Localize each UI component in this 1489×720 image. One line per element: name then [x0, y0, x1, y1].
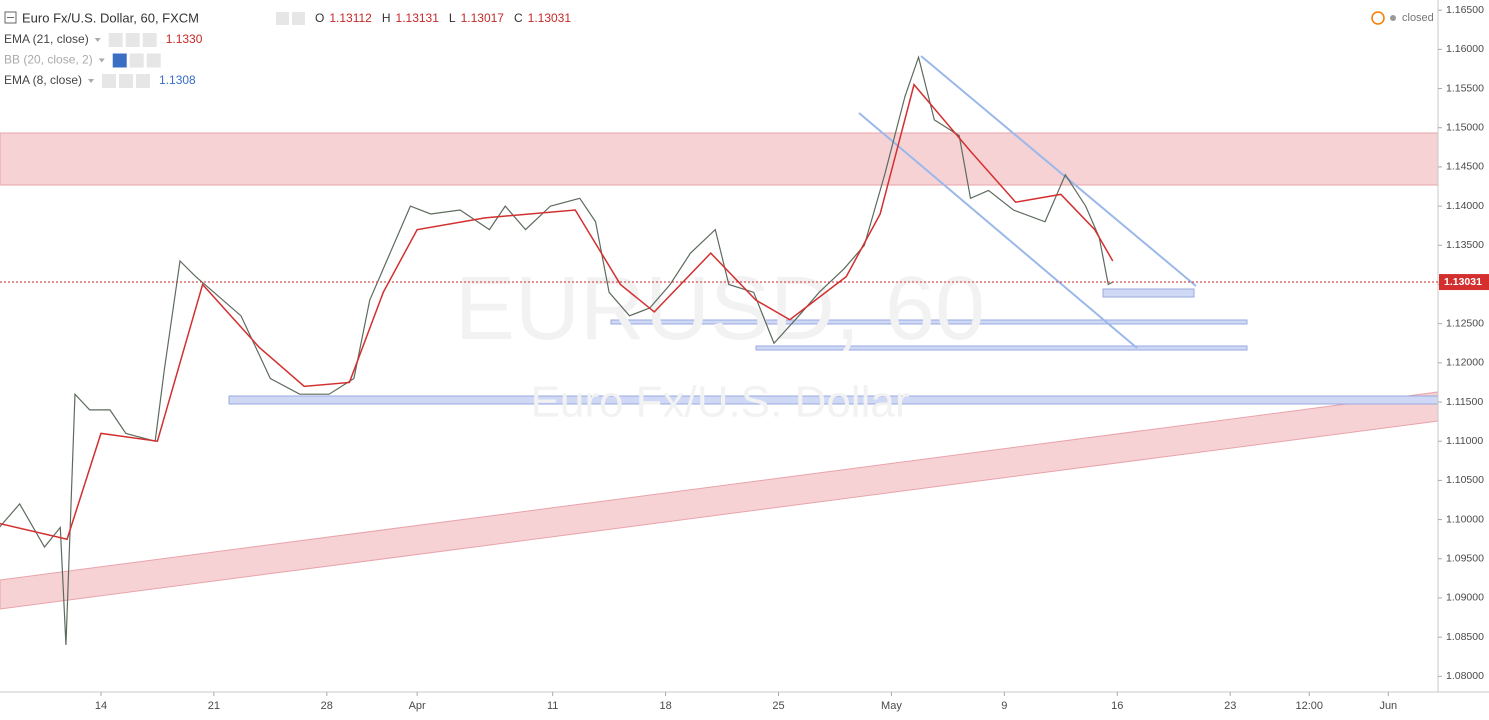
support-level: [610, 319, 1248, 325]
y-tick-label: 1.09500: [1446, 553, 1484, 565]
x-tick-label: Jun: [1379, 700, 1397, 712]
watermark: EURUSD, 60 Euro Fx/U.S. Dollar: [455, 259, 985, 427]
y-tick-label: 1.10500: [1446, 474, 1484, 486]
y-tick-label: 1.10000: [1446, 513, 1484, 525]
y-tick-label: 1.12500: [1446, 317, 1484, 329]
y-tick-label: 1.14000: [1446, 200, 1484, 212]
x-tick-label: 18: [659, 700, 671, 712]
dropdown-arrow[interactable]: [88, 79, 95, 83]
resistance-zone: [0, 132, 1439, 186]
ohlc-value: 1.13017: [461, 11, 505, 25]
indicator-value: 1.1330: [166, 32, 203, 46]
x-tick-label: Apr: [409, 700, 426, 712]
x-tick-label: 28: [321, 700, 333, 712]
y-tick-label: 1.08000: [1446, 670, 1484, 682]
indicator-icon[interactable]: [102, 74, 117, 88]
series-line: [0, 55, 1114, 646]
y-tick-label: 1.11000: [1446, 435, 1483, 447]
x-tick-label: 12:00: [1295, 700, 1323, 712]
indicator-value: 1.1308: [159, 73, 196, 87]
ohlc-value: 1.13131: [396, 11, 440, 25]
y-tick-label: 1.12000: [1446, 357, 1484, 369]
header: Euro Fx/U.S. Dollar, 60, FXCM O 1.13112 H 1…: [4, 10, 1434, 88]
ohlc-key: H: [382, 11, 391, 25]
support-level: [1102, 288, 1195, 298]
indicator-name[interactable]: EMA (8, close): [4, 73, 82, 87]
ohlc: O 1.13112 H 1.13131 L 1.13017 C 1.13031: [315, 11, 571, 25]
drawings: [0, 55, 1439, 610]
dropdown-arrow[interactable]: [98, 58, 105, 63]
watermark-symbol: EURUSD, 60: [455, 259, 985, 359]
status: closed: [1402, 12, 1434, 24]
settings-icon[interactable]: [292, 12, 305, 25]
status-dot: [1390, 15, 1396, 21]
ohlc-key: O: [315, 11, 324, 25]
plot: [0, 55, 1114, 646]
y-tick-label: 1.09000: [1446, 592, 1484, 604]
ohlc-key: C: [514, 11, 523, 25]
y-tick-label: 1.13500: [1446, 239, 1484, 251]
indicator-icon[interactable]: [119, 74, 134, 88]
channel-line: [858, 112, 1138, 349]
y-tick-label: 1.16000: [1446, 43, 1484, 55]
watermark-name: Euro Fx/U.S. Dollar: [531, 378, 910, 427]
x-tick-label: 23: [1224, 700, 1236, 712]
y-tick-label: 1.15500: [1446, 82, 1484, 94]
indicator-icon[interactable]: [108, 33, 123, 47]
last-price-label: 1.13031: [1444, 276, 1482, 288]
status-icon[interactable]: [1371, 11, 1385, 25]
ohlc-value: 1.13031: [528, 11, 572, 25]
x-tick-label: 11: [547, 700, 558, 712]
channel-line: [920, 55, 1197, 287]
indicators: EMA (21, close) 1.1330 BB (20, close, 2) EM…: [4, 32, 203, 88]
x-tick-label: 21: [208, 700, 220, 712]
chart-title[interactable]: Euro Fx/U.S. Dollar, 60, FXCM: [22, 10, 199, 25]
y-tick-label: 1.08500: [1446, 631, 1484, 643]
indicator-icon[interactable]: [125, 33, 140, 47]
indicator-icon[interactable]: [129, 53, 144, 68]
indicator-icon[interactable]: [146, 53, 161, 68]
last-price-box: [1439, 274, 1489, 291]
dropdown-arrow[interactable]: [94, 38, 101, 42]
indicator-name[interactable]: BB (20, close, 2): [4, 53, 93, 67]
y-tick-label: 1.16500: [1446, 4, 1484, 16]
support-level: [755, 345, 1248, 351]
y-tick-label: 1.11500: [1446, 396, 1483, 408]
x-tick-label: 9: [1001, 700, 1007, 712]
eye-icon[interactable]: [276, 12, 289, 25]
y-tick-label: 1.15000: [1446, 122, 1484, 134]
ohlc-key: L: [449, 11, 456, 25]
indicator-icon[interactable]: [136, 74, 151, 88]
x-tick-label: 25: [772, 700, 784, 712]
x-tick-label: May: [881, 700, 902, 712]
indicator-name[interactable]: EMA (21, close): [4, 32, 89, 46]
ohlc-value: 1.13112: [329, 11, 372, 25]
x-tick-label: 16: [1111, 700, 1123, 712]
y-tick-label: 1.14500: [1446, 161, 1484, 173]
indicator-icon[interactable]: [112, 53, 127, 68]
collapse-icon[interactable]: [4, 11, 17, 24]
indicator-icon[interactable]: [142, 33, 157, 47]
x-tick-label: 14: [95, 700, 107, 712]
series-line: [0, 83, 1114, 541]
